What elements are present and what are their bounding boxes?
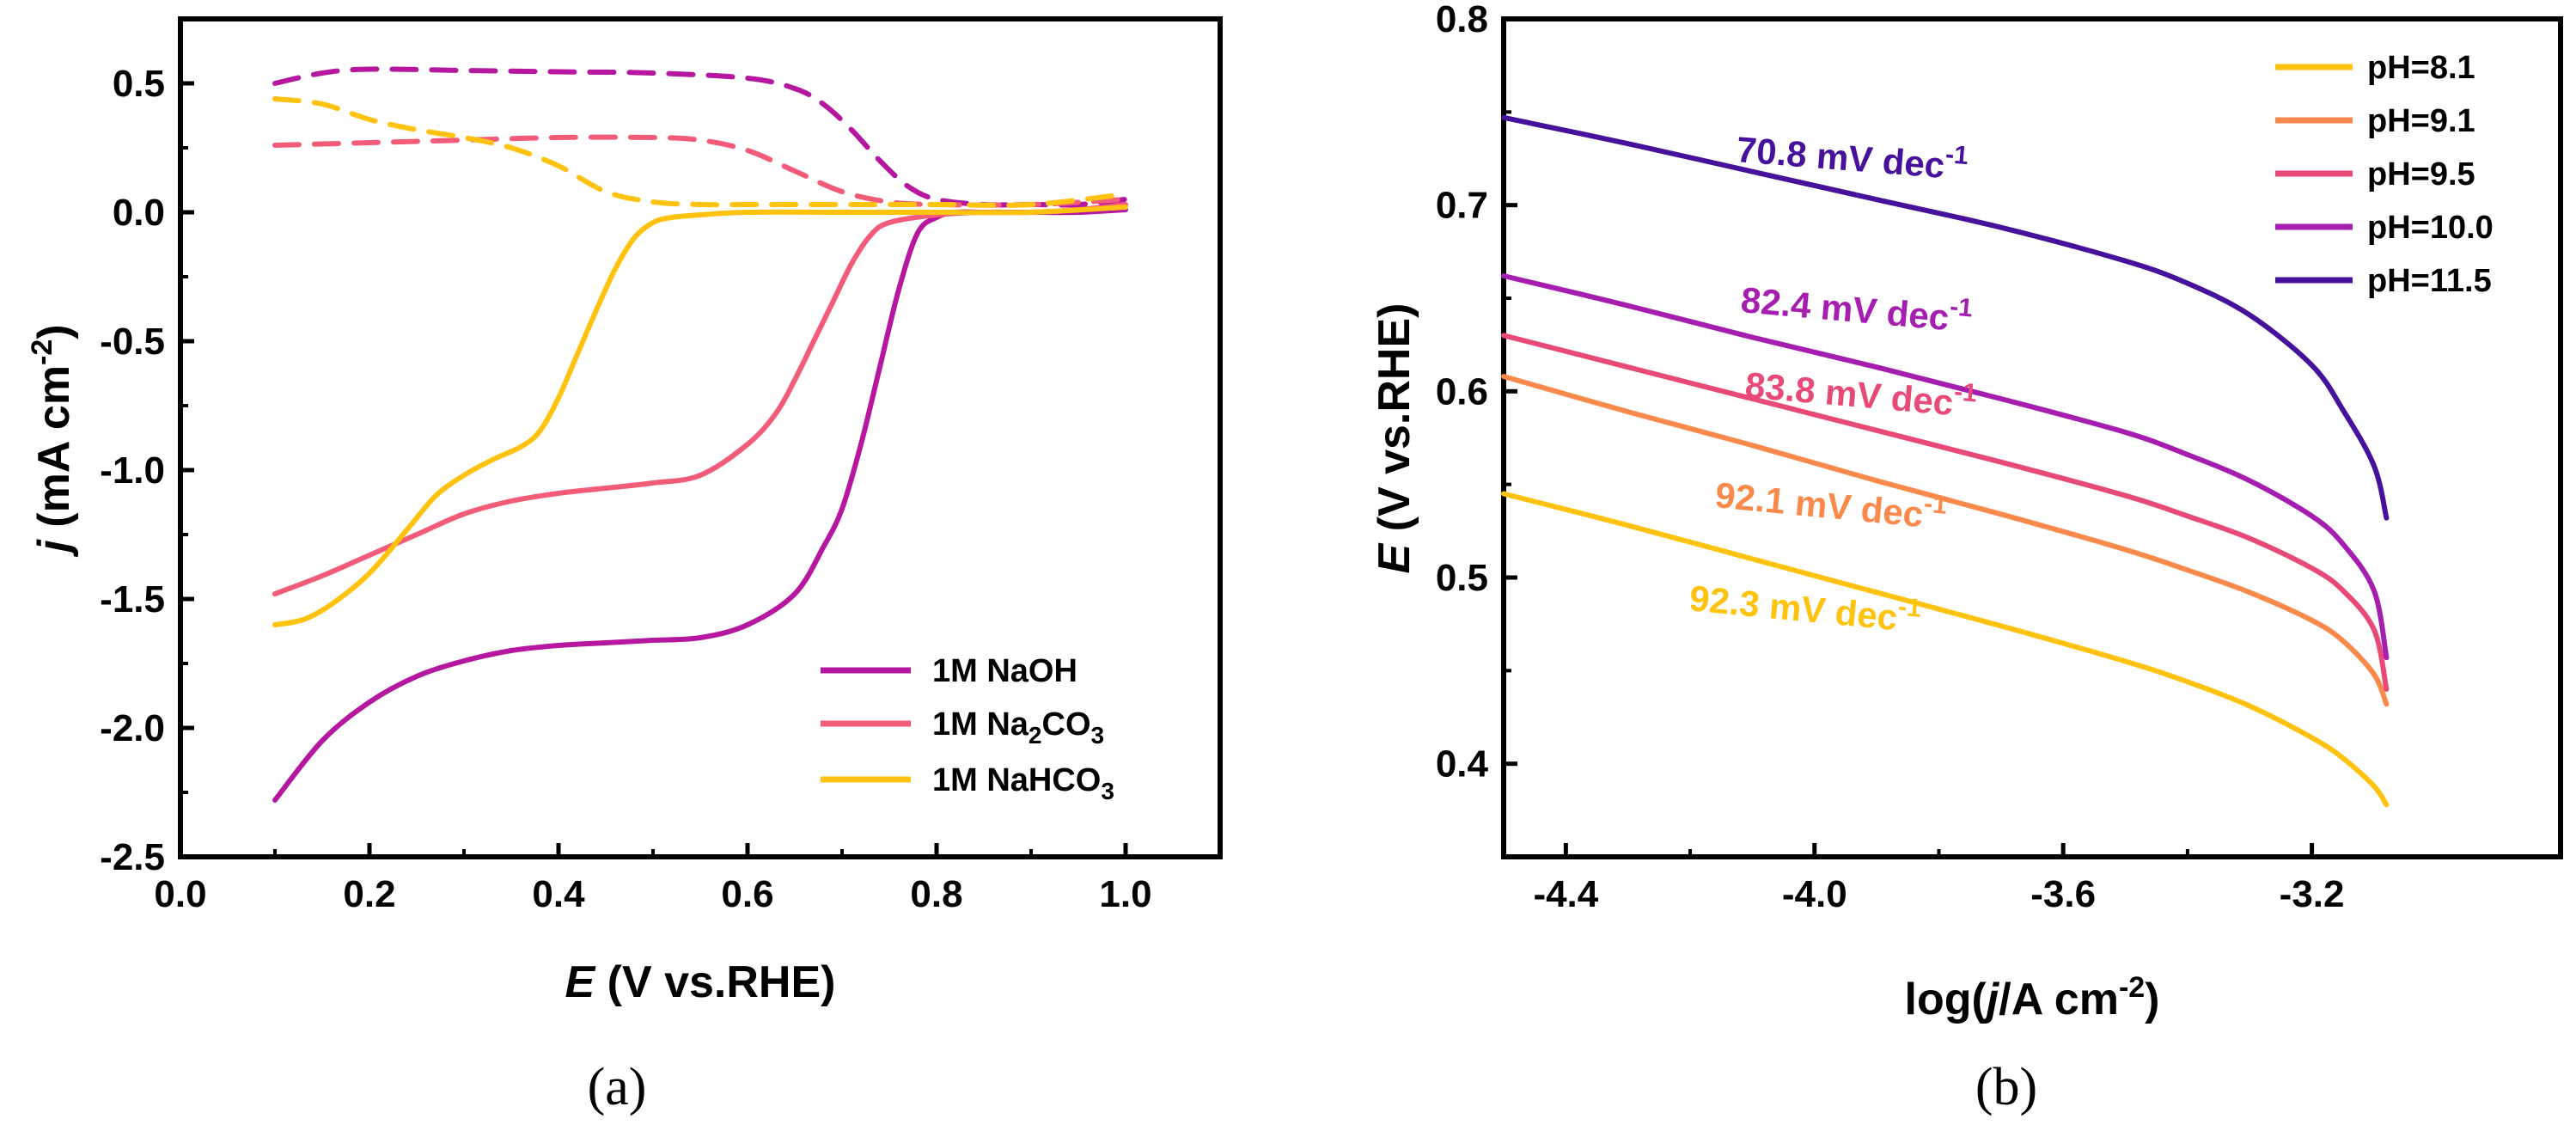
a-series-5 [272, 96, 1128, 208]
b-xtick-label-1: -4.0 [1782, 873, 1847, 915]
a-ytick-label-1: 0.0 [113, 192, 165, 234]
b-series-2 [1501, 333, 2390, 692]
b-ytick-label-2: 0.6 [1436, 370, 1488, 413]
legend-a: 1M NaOH 1M Na2CO3 1M NaHCO3 [821, 653, 1114, 804]
a-ytick-label-2: -0.5 [100, 321, 165, 363]
legend-a-label-naoh: 1M NaOH [932, 653, 1077, 689]
a-ytick-label-5: -2.0 [100, 707, 165, 749]
b-series-0 [1501, 491, 2390, 808]
a-ytick-label-0: 0.5 [113, 63, 165, 105]
b-series-4 [1501, 114, 2390, 521]
a-x-axis-title: E (V vs.RHE) [565, 957, 836, 1007]
annot-ph8-1: 92.3 mV dec-1 [1688, 572, 1922, 640]
b-xtick-label-2: -3.6 [2030, 873, 2096, 915]
panel-b: -4.4 -4.0 -3.6 -3.2 0.4 0.5 0.6 0.7 0.8 70.8 mV… [1370, 0, 2563, 1116]
legend-b-label-ph8-1: pH=8.1 [2367, 50, 2475, 86]
b-series-3 [1501, 273, 2390, 661]
b-xtick-label-0: -4.4 [1533, 873, 1598, 915]
b-slope-annotations: 70.8 mV dec-1 82.4 mV dec-1 83.8 mV dec-… [1688, 129, 1978, 640]
b-ytick-label-1: 0.5 [1436, 557, 1488, 599]
caption-a: (a) [588, 1058, 647, 1116]
b-x-axis-title: log(j/A cm-2) [1905, 971, 2160, 1024]
legend-b-label-ph11-5: pH=11.5 [2367, 263, 2492, 299]
b-ticks [1504, 16, 2315, 857]
plot-frame-a [178, 16, 1223, 859]
legend-b-label-ph10-0: pH=10.0 [2367, 210, 2494, 246]
b-xtick-label-3: -3.2 [2280, 873, 2345, 915]
a-xtick-label-4: 0.8 [910, 873, 962, 915]
legend-a-label-na2co3: 1M Na2CO3 [932, 706, 1104, 749]
a-xtick-label-0: 0.0 [154, 873, 206, 915]
legend-b-label-ph9-5: pH=9.5 [2367, 156, 2475, 193]
b-series-1 [1501, 374, 2390, 707]
legend-a-label-nahco3: 1M NaHCO3 [932, 762, 1114, 804]
annot-ph9-1: 92.1 mV dec-1 [1713, 469, 1948, 537]
plot-frame-b [1501, 16, 2563, 859]
a-y-axis-title: j (mA cm-2) [26, 324, 79, 557]
a-ticks [178, 81, 1128, 859]
a-xtick-label-2: 0.4 [532, 873, 585, 915]
a-series-2 [272, 205, 1128, 627]
b-ytick-label-0: 0.4 [1436, 743, 1489, 786]
a-series [272, 66, 1128, 803]
b-y-axis-title: E (V vs.RHE) [1370, 303, 1419, 574]
b-series [1501, 114, 2390, 808]
annot-ph10-0: 82.4 mV dec-1 [1739, 274, 1974, 339]
b-ytick-label-4: 0.8 [1436, 0, 1488, 40]
a-xtick-label-5: 1.0 [1099, 873, 1151, 915]
panel-a: 0.0 0.2 0.4 0.6 0.8 1.0 0.5 0.0 -0.5 -1.0 -1.5 -2.… [26, 16, 1223, 1116]
a-ytick-label-4: -1.5 [100, 578, 165, 620]
a-ytick-label-3: -1.0 [100, 449, 165, 492]
a-y-tick-labels: 0.5 0.0 -0.5 -1.0 -1.5 -2.0 -2.5 [100, 63, 165, 878]
a-x-tick-labels: 0.0 0.2 0.4 0.6 0.8 1.0 [154, 873, 1151, 915]
a-series-3 [272, 66, 1128, 208]
a-xtick-label-3: 0.6 [721, 873, 773, 915]
b-x-tick-labels: -4.4 -4.0 -3.6 -3.2 [1533, 873, 2344, 915]
caption-b: (b) [1975, 1058, 2037, 1116]
b-ytick-label-3: 0.7 [1436, 185, 1488, 227]
a-series-4 [272, 134, 1128, 208]
b-y-tick-labels: 0.4 0.5 0.6 0.7 0.8 [1436, 0, 1489, 786]
annot-ph9-5: 83.8 mV dec-1 [1743, 359, 1978, 425]
legend-b-label-ph9-1: pH=9.1 [2367, 103, 2475, 139]
a-ytick-label-6: -2.5 [100, 836, 165, 878]
a-xtick-label-1: 0.2 [343, 873, 395, 915]
legend-b: pH=8.1 pH=9.1 pH=9.5 pH=10.0 pH=11.5 [2275, 50, 2494, 299]
